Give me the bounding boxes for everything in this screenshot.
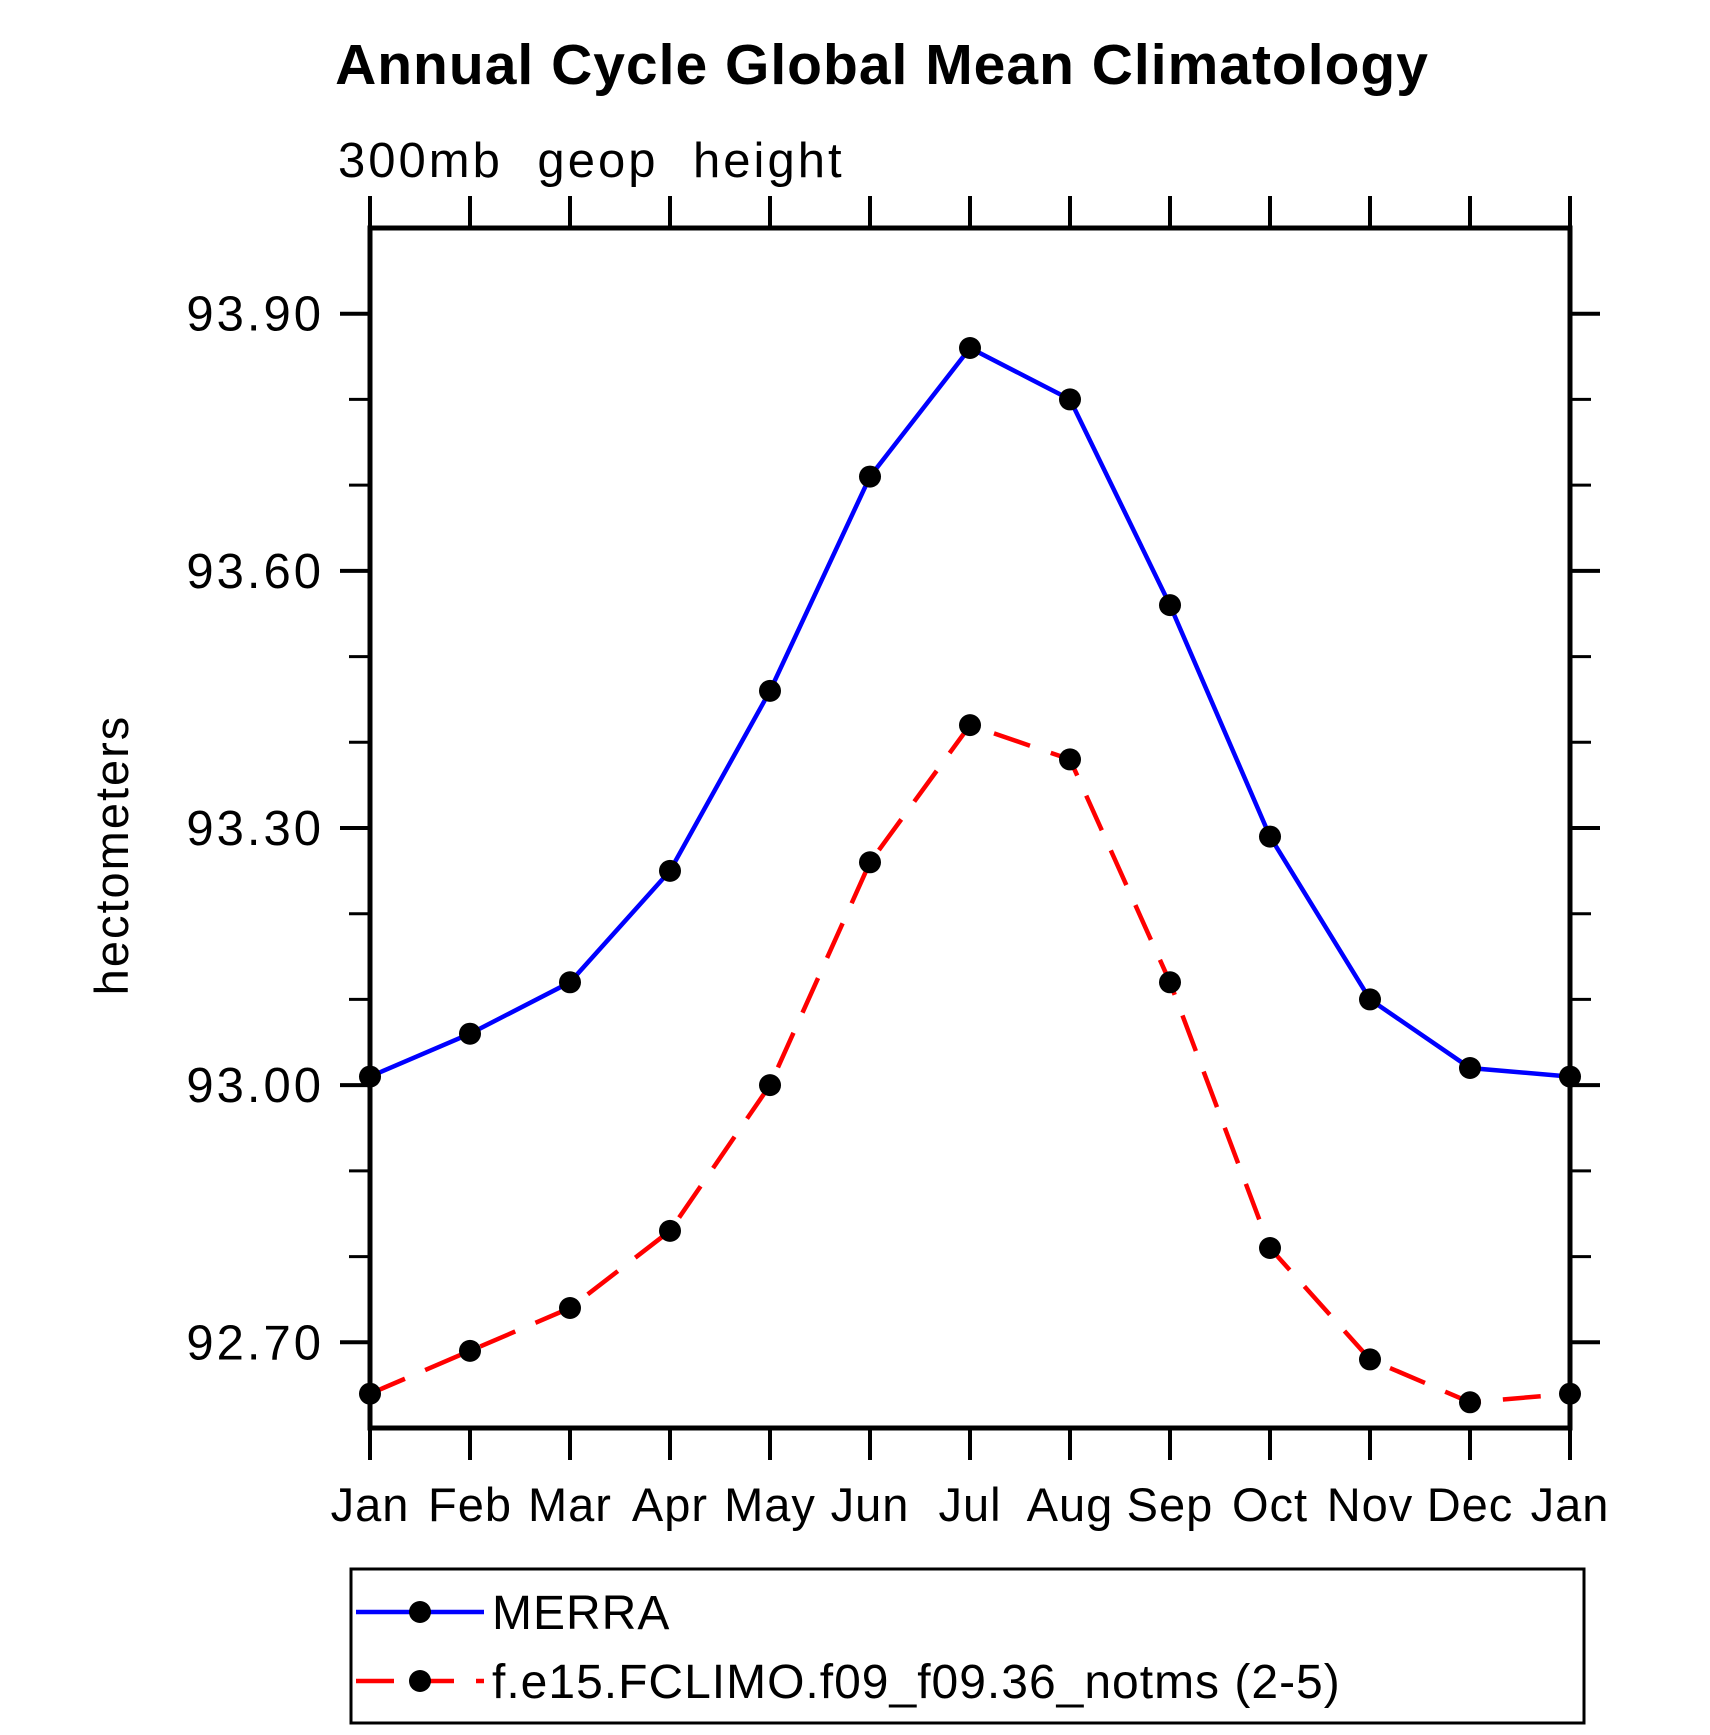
- x-tick-label: May: [724, 1478, 816, 1531]
- series-line-model: [369, 722, 1571, 1405]
- data-point-marker: [959, 337, 981, 359]
- plot-border: [367, 225, 1573, 1431]
- data-point-marker: [359, 1382, 381, 1405]
- x-tick-label: Feb: [428, 1478, 512, 1531]
- x-tick-label: Oct: [1232, 1478, 1308, 1531]
- data-point-marker: [1059, 748, 1081, 771]
- y-tick-label: 93.60: [186, 545, 324, 599]
- data-point-marker: [1459, 1391, 1481, 1414]
- x-tick-label: Jan: [1531, 1478, 1610, 1531]
- legend-label: MERRA: [492, 1587, 670, 1640]
- chart-subtitle: 300mb geop height: [338, 134, 845, 188]
- data-point-marker: [659, 859, 681, 882]
- x-tick-label: Jan: [331, 1478, 410, 1531]
- data-point-marker: [359, 1065, 381, 1088]
- data-point-marker: [759, 679, 781, 702]
- x-tick-label: Mar: [528, 1478, 612, 1531]
- legend-border: [349, 1567, 1586, 1725]
- x-axis-ticks: Jan Feb Mar Apr May Jun Jul Aug Sep Oct Nov Dec Jan: [331, 196, 1610, 1531]
- y-tick-label: 93.30: [186, 802, 324, 856]
- x-tick-label: Aug: [1027, 1478, 1114, 1531]
- x-tick-label: Jul: [938, 1478, 1001, 1531]
- x-tick-label: Apr: [632, 1478, 708, 1531]
- data-series: [359, 337, 1581, 1414]
- x-tick-label: Sep: [1127, 1478, 1214, 1531]
- data-point-marker: [1059, 388, 1081, 411]
- data-point-marker: [1559, 1065, 1581, 1088]
- y-tick-label: 93.00: [186, 1059, 324, 1113]
- chart-title: Annual Cycle Global Mean Climatology: [335, 33, 1429, 97]
- data-point-marker: [1459, 1057, 1481, 1079]
- data-point-marker: [459, 1339, 481, 1362]
- data-point-marker: [659, 1219, 681, 1242]
- data-point-marker: [859, 465, 881, 488]
- y-tick-label: 93.90: [186, 288, 324, 342]
- data-point-marker: [1359, 988, 1381, 1011]
- data-point-marker: [859, 851, 881, 874]
- legend-marker: [409, 1670, 431, 1692]
- data-point-marker: [1259, 1237, 1281, 1259]
- y-axis-label: hectometers: [85, 715, 138, 996]
- legend-marker: [409, 1601, 431, 1623]
- plot-frame: [367, 225, 1573, 1431]
- y-axis-ticks: 93.90 93.60 93.30 93.00 92.70: [186, 288, 1600, 1370]
- data-point-marker: [1159, 971, 1181, 994]
- legend-label: f.e15.FCLIMO.f09_f09.36_notms (2-5): [492, 1656, 1341, 1709]
- x-tick-label: Jun: [831, 1478, 910, 1531]
- y-tick-label: 92.70: [186, 1316, 324, 1370]
- data-point-marker: [559, 971, 581, 994]
- data-point-marker: [959, 714, 981, 737]
- data-point-marker: [759, 1074, 781, 1097]
- data-point-marker: [1559, 1382, 1581, 1405]
- data-point-marker: [459, 1022, 481, 1045]
- x-tick-label: Dec: [1427, 1478, 1514, 1531]
- data-point-marker: [1159, 594, 1181, 617]
- legend-box: MERRA f.e15.FCLIMO.f09_f09.36_notms (2-5): [349, 1567, 1586, 1725]
- x-tick-label: Nov: [1327, 1478, 1414, 1531]
- data-point-marker: [1259, 825, 1281, 848]
- series-line-merra: [369, 345, 1571, 1079]
- data-point-marker: [1359, 1348, 1381, 1371]
- data-point-marker: [559, 1297, 581, 1319]
